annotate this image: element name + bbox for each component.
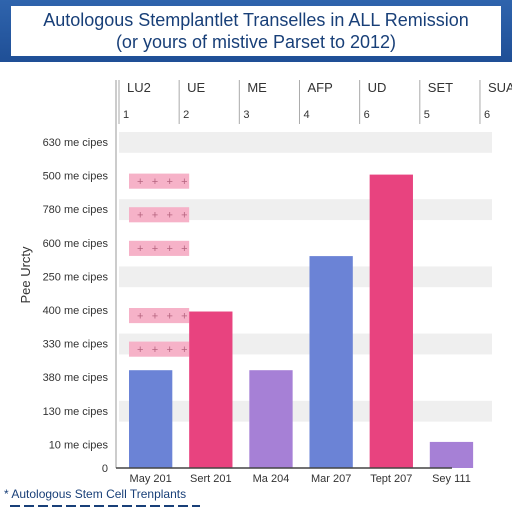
footnote: * Autologous Stem Cell Trenplants xyxy=(4,487,187,501)
ghost-marker: + xyxy=(152,344,158,356)
ghost-marker: + xyxy=(137,210,143,222)
y-tick-label: 380 me cipes xyxy=(43,372,109,384)
ghost-marker: + xyxy=(166,344,172,356)
y-tick-label: 250 me cipes xyxy=(43,271,109,283)
ghost-bar xyxy=(129,341,190,357)
bar xyxy=(189,311,233,468)
y-tick-label: 130 me cipes xyxy=(43,406,109,418)
bar xyxy=(129,370,173,468)
ghost-marker: + xyxy=(181,243,187,255)
x-tick-label: Tept 207 xyxy=(370,473,412,485)
column-number: 6 xyxy=(484,109,490,121)
x-tick-label: Sert 201 xyxy=(190,473,232,485)
ghost-bar xyxy=(129,308,190,324)
column-header: SUA xyxy=(488,80,512,95)
column-header: UE xyxy=(187,80,205,95)
bar xyxy=(369,174,413,468)
chart-title: Autologous Stemplantlet Transelles in AL… xyxy=(43,10,469,30)
column-header: SET xyxy=(428,80,453,95)
column-number: 6 xyxy=(364,109,370,121)
ghost-marker: + xyxy=(137,310,143,322)
ghost-marker: + xyxy=(137,243,143,255)
column-number: 2 xyxy=(183,109,189,121)
ghost-marker: + xyxy=(181,210,187,222)
y-tick-label: 630 me cipes xyxy=(43,137,109,149)
grid-stripe xyxy=(119,400,492,422)
y-axis-label: Pee Urcty xyxy=(18,246,33,304)
column-header: LU2 xyxy=(127,80,151,95)
ghost-marker: + xyxy=(152,243,158,255)
ghost-marker: + xyxy=(166,243,172,255)
ghost-marker: + xyxy=(166,310,172,322)
y-zero-label: 0 xyxy=(102,463,108,475)
column-number: 3 xyxy=(243,109,249,121)
ghost-bar xyxy=(129,173,190,189)
ghost-bar xyxy=(129,207,190,223)
footnote-underline xyxy=(10,505,200,507)
bar xyxy=(309,256,353,468)
ghost-marker: + xyxy=(166,210,172,222)
ghost-marker: + xyxy=(181,310,187,322)
column-header: UD xyxy=(368,80,387,95)
title-box: Autologous Stemplantlet Transelles in AL… xyxy=(11,6,501,56)
grid-stripe xyxy=(119,132,492,153)
ghost-bar xyxy=(129,240,190,256)
title-banner: Autologous Stemplantlet Transelles in AL… xyxy=(0,0,512,62)
ghost-marker: + xyxy=(166,176,172,188)
ghost-marker: + xyxy=(181,176,187,188)
column-header: ME xyxy=(247,80,267,95)
ghost-marker: + xyxy=(181,344,187,356)
column-number: 5 xyxy=(424,109,430,121)
y-tick-label: 500 me cipes xyxy=(43,171,109,183)
x-tick-label: May 201 xyxy=(130,473,172,485)
bar-chart: LU2 UE ME AFP UD SET SUA 1 2 3 4 6 5 6 630 me cipes 500… xyxy=(18,80,512,485)
ghost-marker: + xyxy=(152,310,158,322)
y-tick-label: 330 me cipes xyxy=(43,339,109,351)
bar xyxy=(429,441,474,468)
ghost-marker: + xyxy=(137,176,143,188)
bar xyxy=(249,370,293,468)
ghost-marker: + xyxy=(152,210,158,222)
chart-subtitle: (or yours of mistive Parset to 2012) xyxy=(115,32,397,52)
x-tick-label: Mar 207 xyxy=(311,473,351,485)
ghost-marker: + xyxy=(152,176,158,188)
y-tick-label: 400 me cipes xyxy=(43,305,109,317)
x-tick-label: Ma 204 xyxy=(253,473,290,485)
column-number: 4 xyxy=(303,109,309,121)
grid-stripe xyxy=(119,266,492,288)
column-header: AFP xyxy=(307,80,332,95)
ghost-marker: + xyxy=(137,344,143,356)
y-tick-label: 10 me cipes xyxy=(49,439,109,451)
x-tick-label: Sey 111 xyxy=(432,473,471,485)
column-number: 1 xyxy=(123,109,129,121)
y-tick-label: 600 me cipes xyxy=(43,238,109,250)
y-tick-label: 780 me cipes xyxy=(43,204,109,216)
